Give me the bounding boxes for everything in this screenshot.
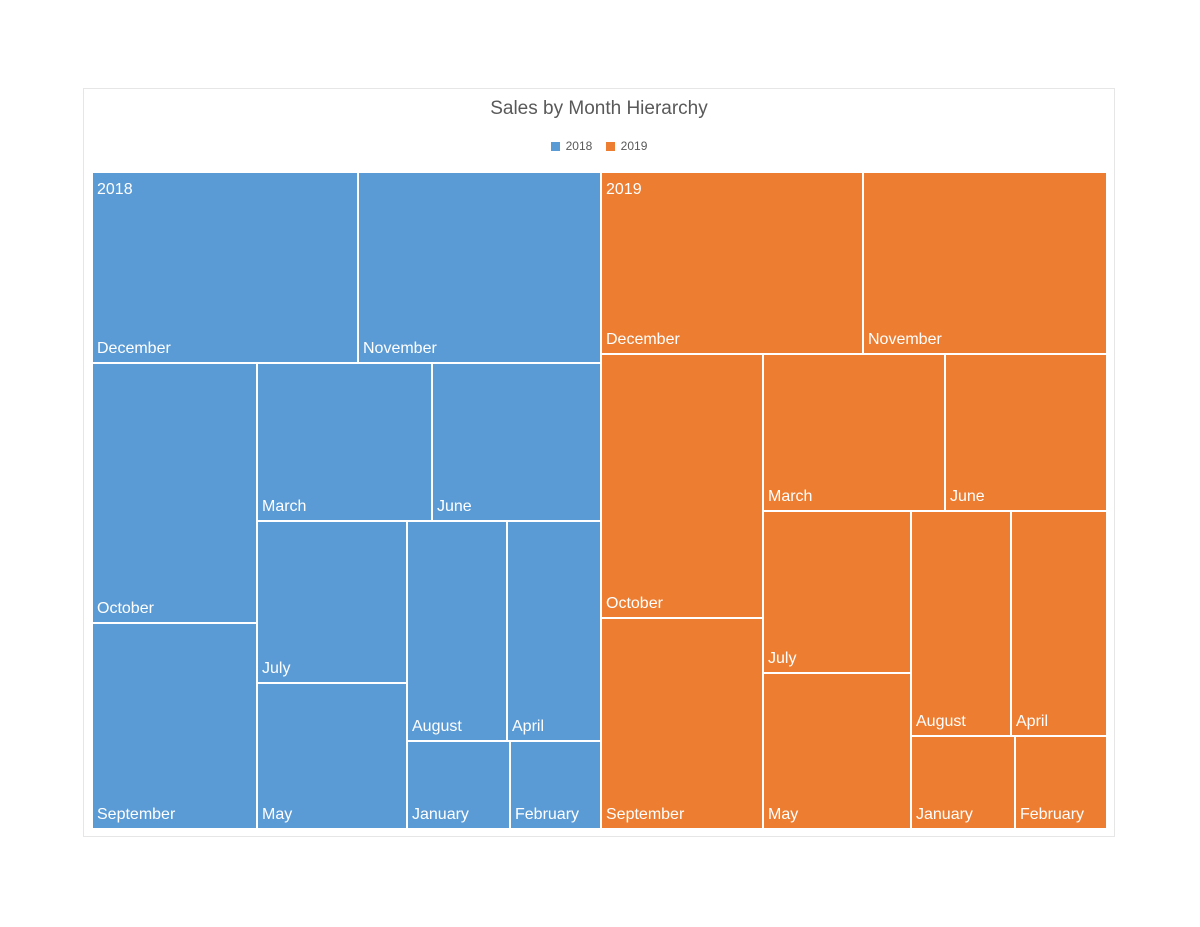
tile-2019-october[interactable] [600, 353, 764, 619]
chart-area [83, 88, 1115, 837]
legend-swatch [605, 141, 615, 151]
tile-2019-november[interactable] [862, 171, 1108, 355]
tile-label: September [606, 806, 685, 823]
legend-label: 2018 [565, 139, 593, 153]
tile-2018-september[interactable] [91, 622, 258, 830]
tile-label: May [262, 806, 292, 823]
legend-entry-2018: 2018 [550, 139, 593, 153]
group-label-2019: 2019 [606, 181, 642, 198]
tile-label: December [606, 331, 680, 348]
legend: 2018 2019 [0, 139, 1198, 154]
tile-2018-november[interactable] [357, 171, 602, 364]
tile-2019-february[interactable] [1014, 735, 1108, 830]
chart-title: Sales by Month Hierarchy [490, 98, 708, 119]
tile-label: January [412, 806, 469, 823]
tile-2018-july[interactable] [256, 520, 408, 684]
tile-label: December [97, 340, 171, 357]
tile-2018-january[interactable] [406, 740, 511, 830]
tile-label: November [868, 331, 942, 348]
tile-2018-december[interactable] [91, 171, 359, 364]
group-label-2018: 2018 [97, 181, 133, 198]
tile-label: August [916, 713, 966, 730]
tile-2019-december[interactable] [600, 171, 864, 355]
legend-entry-2019: 2019 [605, 139, 648, 153]
tile-label: June [950, 488, 985, 505]
legend-label: 2019 [620, 139, 648, 153]
tile-2019-april[interactable] [1010, 510, 1108, 737]
tile-label: August [412, 718, 462, 735]
tile-2018-may[interactable] [256, 682, 408, 830]
tile-2018-april[interactable] [506, 520, 602, 742]
tile-label: July [262, 660, 290, 677]
tile-label: March [262, 498, 306, 515]
tile-label: March [768, 488, 812, 505]
tile-label: February [515, 806, 579, 823]
tile-2019-march[interactable] [762, 353, 946, 512]
tile-2019-june[interactable] [944, 353, 1108, 512]
legend-swatch [550, 141, 560, 151]
tile-label: October [97, 600, 155, 617]
tile-label: October [606, 595, 664, 612]
tile-2019-august[interactable] [910, 510, 1012, 737]
tile-label: May [768, 806, 798, 823]
tile-2018-february[interactable] [509, 740, 602, 830]
tile-2019-july[interactable] [762, 510, 912, 674]
tile-2018-october[interactable] [91, 362, 258, 624]
tile-label: June [437, 498, 472, 515]
tile-2019-september[interactable] [600, 617, 764, 830]
tile-label: November [363, 340, 437, 357]
tile-label: January [916, 806, 973, 823]
tile-2018-august[interactable] [406, 520, 508, 742]
tile-label: April [512, 718, 544, 735]
tile-label: September [97, 806, 176, 823]
tile-2018-june[interactable] [431, 362, 602, 522]
tile-2019-january[interactable] [910, 735, 1016, 830]
tile-label: February [1020, 806, 1084, 823]
tile-label: July [768, 650, 796, 667]
tile-label: April [1016, 713, 1048, 730]
